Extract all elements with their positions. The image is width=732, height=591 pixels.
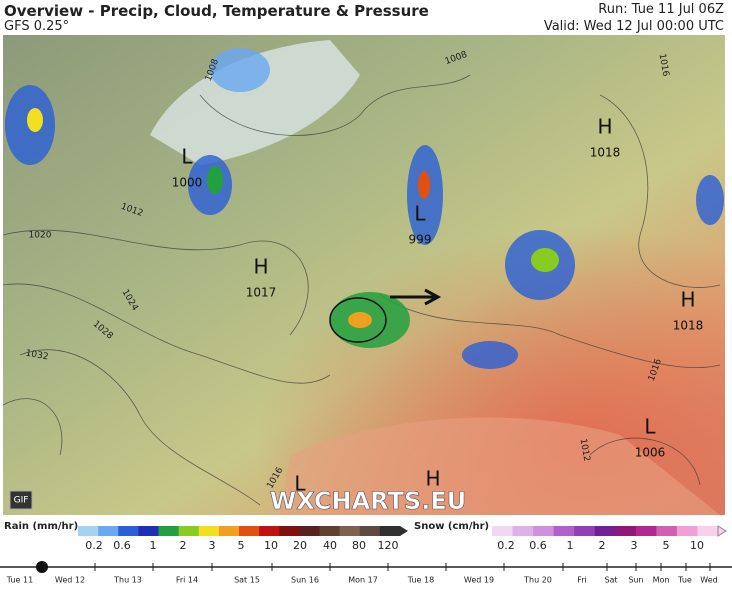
rain-scale-swatch: [299, 526, 320, 536]
snow-scale-label: 2: [599, 539, 606, 552]
map-area: GIF WXCHARTS.EU Rain (mm/hr) Snow (cm/hr…: [0, 35, 732, 585]
rain-legend-title: Rain (mm/hr): [4, 521, 78, 532]
snow-scale-label: 0.6: [529, 539, 547, 552]
snow-scale-swatch: [615, 526, 637, 536]
snow-scale-label: 0.2: [497, 539, 515, 552]
pressure-symbol: L: [414, 202, 426, 226]
valid-time: Valid: Wed 12 Jul 00:00 UTC: [543, 19, 724, 34]
rain-scale-label: 2: [180, 539, 187, 552]
pressure-symbol: H: [597, 115, 612, 139]
rain-scale-label: 120: [378, 539, 399, 552]
timeline-day[interactable]: Wed 19: [464, 576, 494, 585]
precipitation: [5, 48, 724, 369]
rain-scale-swatch: [158, 526, 180, 536]
timeline-handle[interactable]: [36, 561, 48, 573]
rain-scale-label: 0.2: [85, 539, 103, 552]
snow-scale-swatch: [553, 526, 575, 536]
rain-scale-swatch: [98, 526, 119, 536]
pressure-value: 1018: [673, 319, 704, 333]
timeline-day[interactable]: Sun 16: [291, 576, 319, 585]
timeline-day[interactable]: Thu 20: [523, 576, 552, 585]
movement-arrow: [390, 288, 442, 306]
run-time: Run: Tue 11 Jul 06Z: [598, 2, 724, 17]
pressure-symbol: L: [294, 472, 306, 496]
rain-scale-label: 80: [352, 539, 366, 552]
snow-scale-tip: [717, 525, 727, 537]
pressure-symbol: H: [425, 467, 440, 491]
timeline-day[interactable]: Tue: [677, 576, 692, 585]
snow-scale-swatch: [656, 526, 678, 536]
snow-scale-swatch: [635, 526, 657, 536]
rain-scale-swatch: [379, 526, 401, 536]
timeline-day[interactable]: Wed 12: [55, 576, 85, 585]
rain-scale-label: 10: [264, 539, 278, 552]
rain-scale-swatch: [259, 526, 280, 536]
timeline-day[interactable]: Mon 17: [348, 576, 378, 585]
rain-scale-label: 0.6: [113, 539, 131, 552]
gif-label[interactable]: GIF: [14, 496, 29, 506]
greenland: [150, 40, 360, 165]
pressure-value: 1006: [635, 446, 666, 460]
rain-scale-tip: [400, 526, 408, 536]
timeline-day[interactable]: Thu 13: [113, 576, 142, 585]
pressure-symbol: L: [181, 145, 193, 169]
pressure-value: 1017: [246, 286, 277, 300]
pressure-symbol: H: [680, 288, 695, 312]
isobar-label: 1012: [578, 438, 592, 462]
timeline-day[interactable]: Tue 18: [407, 576, 434, 585]
rain-scale-label: 20: [293, 539, 307, 552]
north-africa: [280, 417, 720, 515]
timeline-day[interactable]: Sat 15: [234, 576, 260, 585]
snow-scale-swatch: [533, 526, 555, 536]
snow-scale-label: 3: [631, 539, 638, 552]
low-outline: [329, 297, 387, 343]
gif-button[interactable]: [9, 490, 33, 510]
rain-scale-label: 5: [238, 539, 245, 552]
snow-scale-swatch: [512, 526, 534, 536]
snow-scale-swatch: [574, 526, 596, 536]
timeline-day[interactable]: Tue 11: [6, 576, 33, 585]
snow-scale-label: 1: [567, 539, 574, 552]
rain-scale-label: 40: [323, 539, 337, 552]
rain-scale-swatch: [138, 526, 159, 536]
snow-scale-label: 5: [663, 539, 670, 552]
timeline-day[interactable]: Sat: [604, 576, 617, 585]
snow-scale-swatch: [492, 526, 514, 536]
timeline-day[interactable]: Wed: [700, 576, 717, 585]
rain-scale-swatch: [198, 526, 220, 536]
pressure-symbol: L: [644, 415, 656, 439]
isobar-label: 1032: [25, 349, 49, 363]
pressure-symbol: H: [253, 255, 268, 279]
rain-scale-swatch: [239, 526, 260, 536]
watermark: WXCHARTS.EU: [270, 487, 466, 515]
snow-scale-label: 10: [690, 539, 704, 552]
snow-scale-swatch: [594, 526, 616, 536]
rain-scale-swatch: [78, 526, 99, 536]
timeline-day[interactable]: Fri: [577, 576, 587, 585]
rain-scale-swatch: [279, 526, 300, 536]
rain-scale-label: 3: [209, 539, 216, 552]
rain-scale-swatch: [178, 526, 200, 536]
pressure-value: 1018: [590, 146, 621, 160]
model: GFS 0.25°: [4, 19, 70, 34]
rain-scale-swatch: [339, 526, 361, 536]
pressure-value: 1000: [172, 176, 203, 190]
isobar-label: 1016: [657, 53, 671, 78]
isobars: [2, 74, 721, 506]
title: Overview - Precip, Cloud, Temperature & …: [4, 2, 429, 20]
timeline-day[interactable]: Fri 14: [176, 576, 198, 585]
rain-scale-swatch: [359, 526, 381, 536]
rain-scale-swatch: [218, 526, 240, 536]
snow-scale-swatch: [697, 526, 719, 536]
timeline-day[interactable]: Sun: [628, 576, 643, 585]
snow-scale-swatch: [676, 526, 698, 536]
snow-legend-title: Snow (cm/hr): [414, 521, 489, 532]
rain-scale-swatch: [118, 526, 139, 536]
rain-scale-label: 1: [150, 539, 157, 552]
rain-scale-swatch: [319, 526, 341, 536]
isobar-label: 1020: [29, 231, 52, 241]
timeline-day[interactable]: Mon: [653, 576, 670, 585]
pressure-value: 999: [409, 233, 432, 247]
